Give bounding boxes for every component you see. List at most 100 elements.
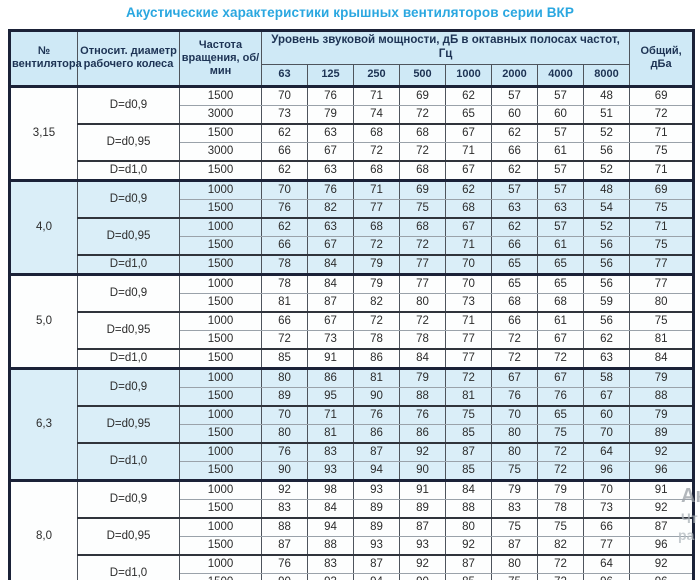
sound-level-cell: 64 — [582, 441, 631, 462]
sound-level-cell: 51 — [582, 104, 631, 125]
rpm-cell: 1500 — [179, 84, 262, 106]
sound-level-cell: 70 — [261, 178, 308, 200]
sound-level-cell: 68 — [353, 216, 400, 237]
sound-level-cell: 52 — [582, 216, 631, 237]
sound-level-cell: 70 — [445, 253, 492, 275]
sound-level-cell: 77 — [399, 253, 446, 275]
table-header: № вентилятора Относит. диаметр рабочего … — [9, 30, 695, 87]
fan-number-cell: 6,3 — [9, 366, 78, 481]
sound-level-cell: 80 — [491, 553, 538, 574]
sound-level-cell: 66 — [491, 235, 538, 256]
sound-level-cell: 64 — [582, 553, 631, 574]
sound-level-cell: 67 — [445, 122, 492, 143]
sound-level-cell: 81 — [353, 366, 400, 388]
sound-level-cell: 79 — [353, 253, 400, 275]
sound-level-cell: 79 — [353, 272, 400, 294]
total-level-cell: 77 — [629, 253, 695, 275]
diameter-cell: D=d1,0 — [77, 159, 180, 181]
total-level-cell: 79 — [629, 404, 695, 425]
sound-level-cell: 72 — [537, 441, 584, 462]
total-level-cell: 81 — [629, 329, 695, 350]
rpm-cell: 1000 — [179, 404, 262, 425]
band-header: 250 — [353, 63, 400, 87]
total-level-cell: 89 — [629, 423, 695, 444]
sound-level-cell: 78 — [537, 498, 584, 519]
table-row: 1500 87 88 93 93 92 87 82 77 96 — [10, 535, 695, 556]
sound-level-cell: 87 — [445, 553, 492, 574]
sound-level-cell: 76 — [307, 178, 354, 200]
sound-level-cell: 67 — [445, 159, 492, 181]
diameter-cell: D=d0,95 — [77, 216, 180, 256]
sound-level-cell: 57 — [537, 216, 584, 237]
total-level-cell: 69 — [629, 84, 695, 106]
sound-level-cell: 63 — [582, 347, 631, 369]
sound-level-cell: 87 — [399, 516, 446, 537]
watermark-fragment: ра — [678, 527, 695, 543]
sound-level-cell: 84 — [307, 272, 354, 294]
sound-level-cell: 57 — [537, 159, 584, 181]
sound-level-cell: 80 — [399, 292, 446, 313]
sound-level-cell: 67 — [307, 310, 354, 331]
sound-level-cell: 82 — [307, 198, 354, 219]
sound-level-cell: 73 — [307, 329, 354, 350]
sound-level-cell: 75 — [491, 460, 538, 481]
col-header-fan-number: № вентилятора — [9, 30, 82, 87]
total-level-cell: 92 — [629, 441, 695, 462]
sound-level-cell: 77 — [445, 347, 492, 369]
rpm-cell: 1500 — [179, 498, 262, 519]
sound-level-cell: 85 — [445, 460, 492, 481]
sound-level-cell: 65 — [445, 104, 492, 125]
sound-level-cell: 87 — [491, 535, 538, 556]
sound-level-cell: 70 — [491, 404, 538, 425]
sound-level-cell: 62 — [445, 178, 492, 200]
table-row: 8,0 D=d0,9 1000 92 98 93 91 84 79 79 70 91 — [9, 478, 695, 580]
table-row: D=d0,95 1000 66 67 72 72 71 66 61 56 75 — [10, 310, 695, 350]
sound-level-cell: 81 — [307, 423, 354, 444]
fan-number-cell: 4,0 — [9, 178, 78, 275]
sound-level-cell: 52 — [582, 159, 631, 181]
sound-level-cell: 72 — [537, 553, 584, 574]
sound-level-cell: 67 — [491, 366, 538, 388]
sound-level-cell: 87 — [261, 535, 308, 556]
rpm-cell: 1500 — [179, 235, 262, 256]
rpm-cell: 1500 — [179, 329, 262, 350]
total-level-cell: 71 — [629, 216, 695, 237]
sound-level-cell: 87 — [307, 292, 354, 313]
sound-level-cell: 62 — [491, 122, 538, 143]
sound-level-cell: 80 — [261, 423, 308, 444]
sound-level-cell: 56 — [582, 141, 631, 162]
bands-row: 63 125 250 500 1000 2000 4000 8000 — [10, 63, 694, 87]
sound-level-cell: 83 — [491, 498, 538, 519]
sound-level-cell: 63 — [307, 122, 354, 143]
sound-level-cell: 93 — [353, 535, 400, 556]
sound-level-cell: 67 — [537, 329, 584, 350]
sound-level-cell: 76 — [307, 84, 354, 106]
total-level-cell: 96 — [629, 535, 695, 556]
sound-level-cell: 80 — [445, 516, 492, 537]
watermark-fragment: Ак — [681, 485, 700, 507]
sound-level-cell: 69 — [399, 84, 446, 106]
sound-level-cell: 66 — [261, 141, 308, 162]
table-row: D=d1,0 1000 76 83 87 92 87 80 72 64 92 — [10, 441, 695, 481]
sound-level-cell: 77 — [445, 329, 492, 350]
total-level-cell: 75 — [629, 235, 695, 256]
sound-level-cell: 72 — [353, 141, 400, 162]
page-title: Акустические характеристики крышных вент… — [125, 5, 574, 20]
sound-level-cell: 91 — [307, 347, 354, 369]
sound-level-cell: 76 — [261, 198, 308, 219]
sound-level-cell: 62 — [261, 216, 308, 237]
sound-level-cell: 66 — [582, 516, 631, 537]
total-level-cell: 77 — [629, 272, 695, 294]
diameter-cell: D=d1,0 — [77, 553, 180, 580]
sound-level-cell: 96 — [582, 460, 631, 481]
sound-level-cell: 87 — [445, 441, 492, 462]
sound-level-cell: 93 — [353, 478, 400, 500]
table-row: 4,0 D=d0,9 1000 70 76 71 69 62 57 57 48 69 — [9, 178, 695, 275]
sound-level-cell: 87 — [353, 441, 400, 462]
diameter-cell: D=d1,0 — [77, 347, 180, 369]
sound-level-cell: 71 — [445, 310, 492, 331]
rpm-cell: 1500 — [179, 253, 262, 275]
table-row: D=d1,0 1500 78 84 79 77 70 65 65 56 77 — [10, 253, 695, 275]
rpm-cell: 1000 — [179, 516, 262, 537]
